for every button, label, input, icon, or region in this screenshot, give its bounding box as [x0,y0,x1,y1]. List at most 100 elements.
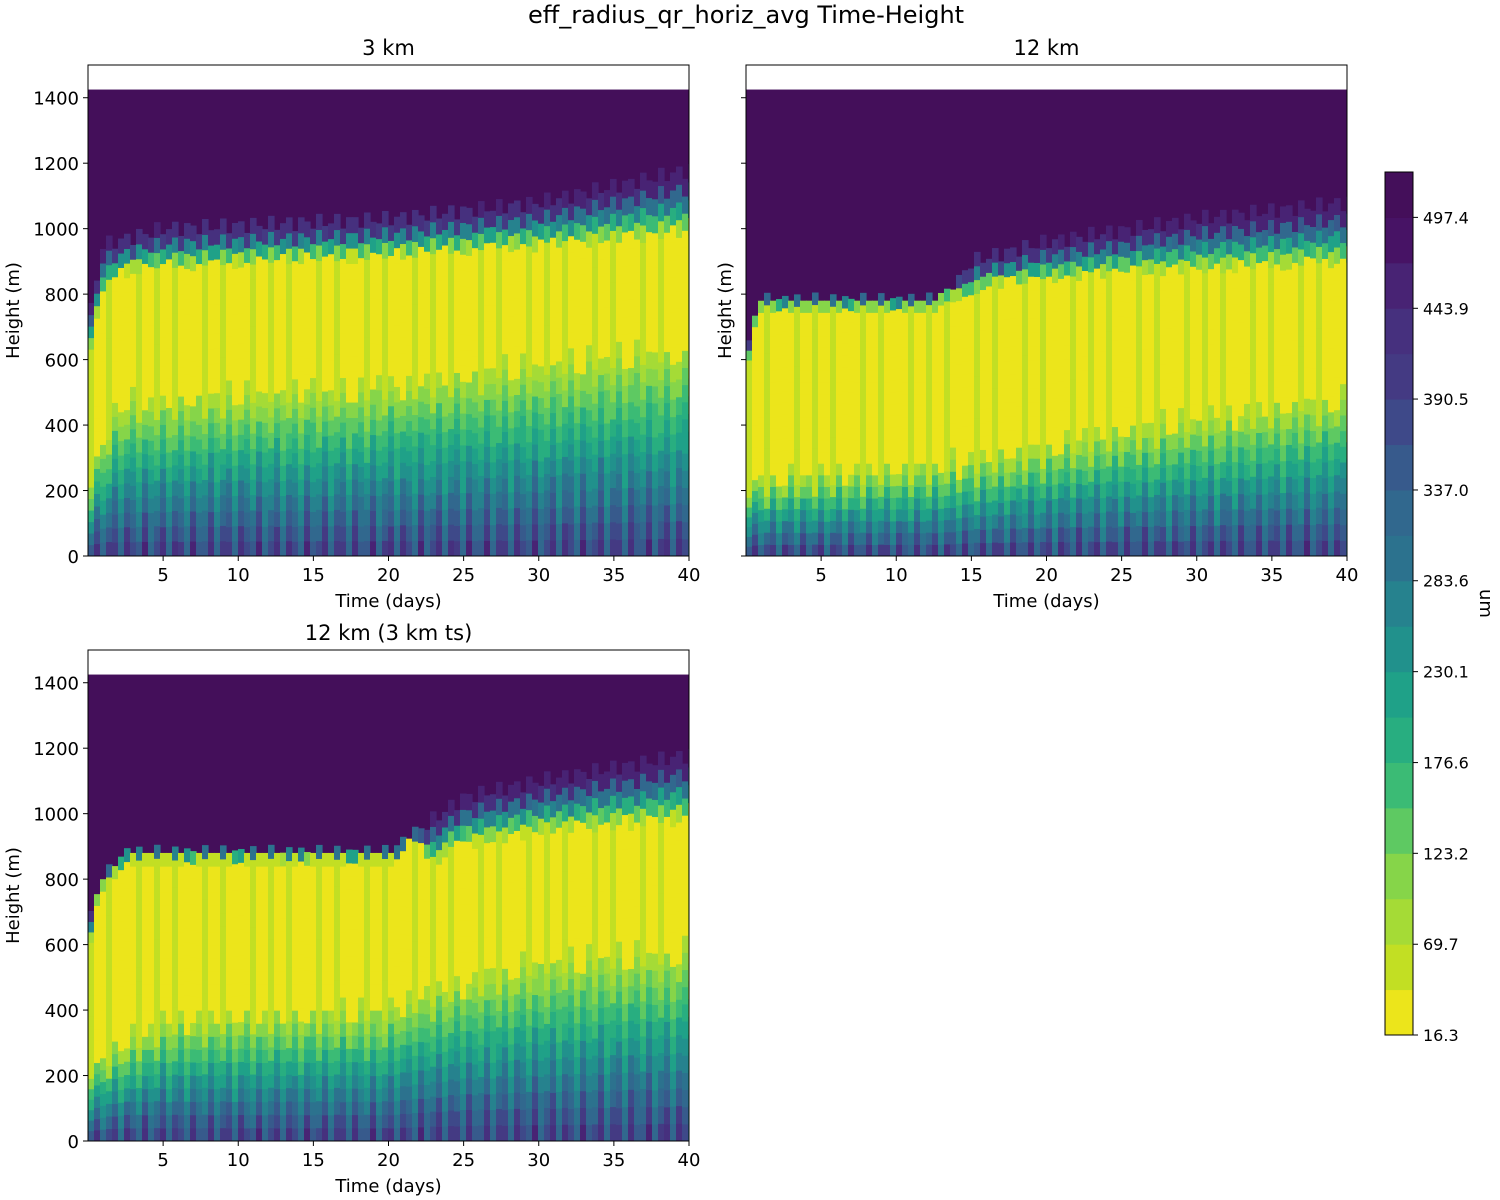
contour-cell [914,335,921,348]
contour-cell [142,892,149,906]
contour-cell [1316,490,1323,508]
contour-cell [136,886,143,901]
contour-cell [1238,321,1245,339]
contour-cell [758,439,765,453]
contour-cell [418,292,425,309]
contour-cell [568,443,575,461]
contour-cell [1322,211,1329,228]
contour-cell [902,497,909,511]
contour-cell [1112,412,1119,428]
contour-cell [1310,273,1317,290]
contour-cell [622,453,629,472]
contour-cell [1136,403,1143,420]
contour-cell [442,322,449,339]
contour-cell [274,363,281,379]
contour-cell [592,420,599,438]
contour-cell [370,282,377,299]
contour-cell [1316,230,1323,247]
contour-cell [484,399,491,416]
contour-cell [118,921,125,935]
contour-cell [998,395,1005,410]
contour-cell [1238,540,1245,556]
contour-cell [1190,540,1197,556]
contour-cell [800,474,807,487]
contour-cell [562,290,569,308]
contour-cell [148,1010,155,1024]
contour-cell [836,521,843,534]
contour-cell [298,540,305,556]
contour-cell [842,473,849,486]
contour-cell [520,352,527,370]
contour-cell [490,399,497,416]
contour-cell [616,539,623,556]
contour-cell [196,438,203,455]
contour-cell [1052,412,1059,428]
contour-cell [610,504,617,523]
contour-cell [154,404,161,421]
contour-cell [956,492,963,506]
contour-cell [532,347,539,365]
contour-cell [154,1100,161,1115]
contour-cell [556,523,563,541]
contour-cell [1166,540,1173,556]
contour-cell [208,496,215,513]
contour-cell [788,393,795,406]
contour-cell [1232,256,1239,274]
contour-cell [88,984,95,996]
contour-cell [1040,336,1047,353]
contour-cell [124,438,131,455]
contour-cell [94,1017,101,1030]
contour-cell [244,335,251,352]
contour-cell [1226,480,1233,497]
contour-cell [610,418,617,437]
contour-cell [532,331,539,349]
contour-cell [544,506,551,524]
contour-cell [950,325,957,339]
contour-cell [310,436,317,453]
contour-cell [764,316,771,330]
contour-cell [184,510,191,527]
contour-cell [1082,384,1089,400]
contour-cell [352,540,359,556]
contour-cell [298,432,305,449]
contour-cell [652,538,659,556]
contour-cell [980,449,987,464]
contour-cell [586,507,593,525]
contour-cell [358,466,365,482]
contour-cell [1040,249,1047,265]
contour-cell [208,452,215,468]
contour-cell [1136,250,1143,267]
contour-cell [394,509,401,526]
contour-cell [382,336,389,353]
contour-cell [190,420,197,437]
contour-cell [262,362,269,379]
contour-cell [622,402,629,421]
contour-cell [106,1103,113,1117]
contour-cell [1232,540,1239,556]
contour-cell [622,504,629,523]
contour-cell [962,504,969,518]
contour-cell [334,431,341,448]
contour-cell [1166,418,1173,435]
contour-cell [1274,217,1281,234]
contour-cell [100,879,107,892]
contour-cell [1172,479,1179,496]
contour-cell [568,507,575,525]
contour-cell [1274,371,1281,388]
contour-cell [388,240,395,256]
contour-cell [460,254,467,271]
contour-cell [1304,350,1311,368]
contour-cell [190,480,197,497]
contour-cell [1130,425,1137,441]
contour-cell [88,498,95,511]
contour-cell [628,316,635,334]
contour-cell [1106,510,1113,527]
contour-cell [1328,235,1335,253]
contour-cell [508,539,515,556]
contour-cell [1316,458,1323,476]
contour-cell [1196,299,1203,316]
contour-cell [1184,275,1191,293]
contour-cell [136,303,143,319]
contour-cell [94,961,101,974]
contour-cell [322,466,329,482]
